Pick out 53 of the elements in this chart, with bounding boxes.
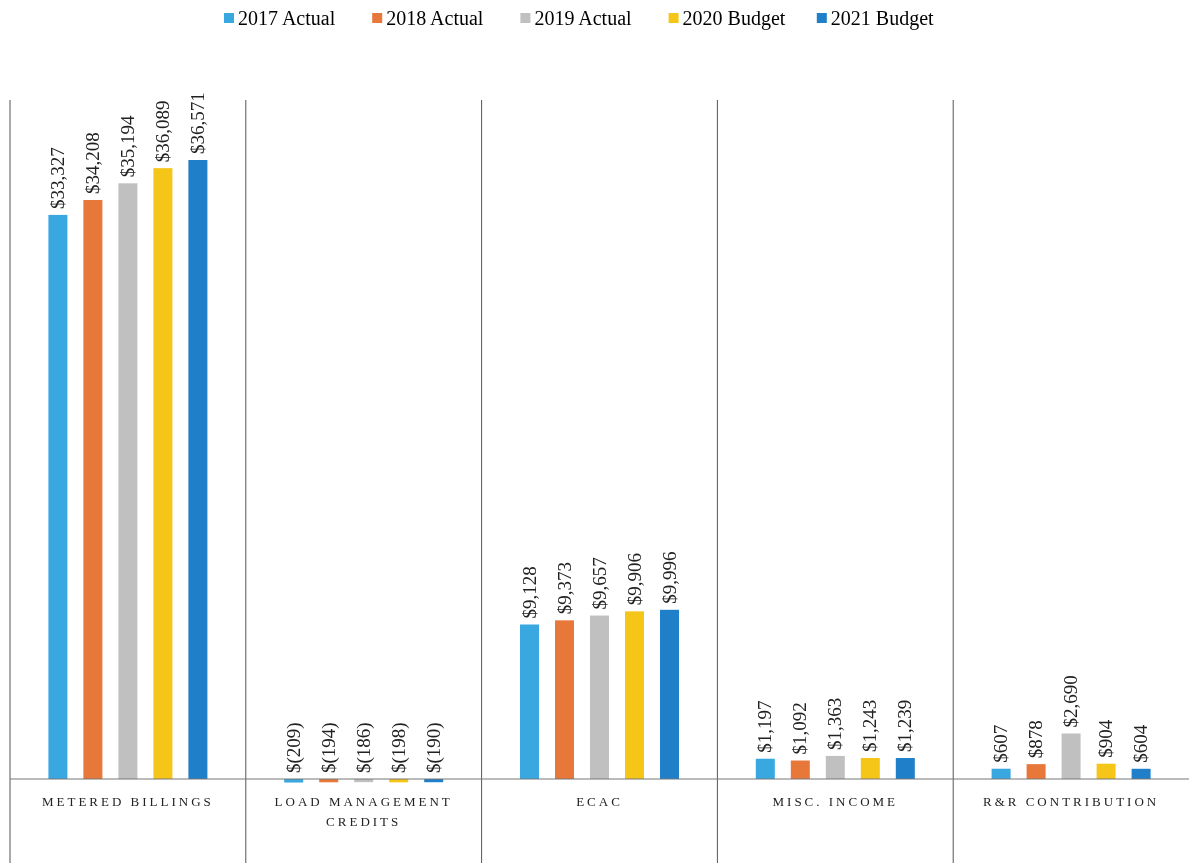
bar (590, 615, 609, 779)
data-label: $(198) (387, 722, 410, 773)
data-label: $(186) (352, 722, 375, 773)
bar (825, 755, 845, 779)
data-label: $1,243 (859, 699, 881, 752)
x-tick-label: R&R CONTRIBUTION (983, 794, 1160, 809)
data-label: $904 (1095, 719, 1117, 758)
legend-label: 2018 Actual (386, 6, 484, 29)
data-label: $9,657 (588, 557, 610, 610)
bar (118, 183, 138, 779)
legend-label: 2021 Budget (830, 6, 935, 30)
bar (755, 758, 775, 779)
bar (555, 620, 574, 779)
data-label: $9,373 (553, 562, 575, 615)
data-label: $9,906 (623, 553, 645, 606)
data-label: $1,092 (789, 702, 811, 755)
data-label: $2,690 (1060, 675, 1082, 728)
x-tick-label: MISC. INCOME (772, 794, 899, 809)
x-tick-label: ECAC (576, 794, 623, 809)
x-tick-label: METERED BILLINGS (41, 794, 214, 809)
data-label: $604 (1130, 724, 1152, 763)
bar (790, 760, 810, 779)
x-tick-label: LOAD MANAGEMENT CREDITS (274, 794, 453, 829)
data-label: $1,239 (894, 699, 916, 753)
data-label: $36,089 (151, 100, 173, 163)
bar (188, 160, 208, 779)
bar (625, 611, 644, 779)
data-label: $878 (1025, 720, 1047, 759)
data-label: $35,194 (116, 115, 138, 178)
bar (520, 624, 539, 779)
legend-label: 2019 Actual (534, 6, 633, 29)
bar (48, 214, 68, 779)
bar (660, 609, 679, 779)
bar (1061, 733, 1081, 779)
data-label: $1,363 (824, 697, 846, 750)
bar (1026, 764, 1046, 779)
data-label: $607 (990, 724, 1012, 763)
bar (153, 168, 173, 779)
data-label: $(209) (282, 722, 305, 773)
data-label: $(194) (317, 722, 340, 773)
data-label: $(190) (422, 722, 445, 773)
bar (83, 200, 103, 779)
legend-label: 2020 Budget (682, 6, 786, 30)
bar (895, 758, 915, 779)
bar (1096, 763, 1116, 779)
data-label: $9,128 (518, 566, 540, 619)
data-label: $33,327 (46, 147, 68, 209)
data-label: $1,197 (754, 700, 776, 753)
bar (860, 757, 880, 779)
data-label: $34,208 (81, 132, 103, 194)
data-label: $9,996 (658, 551, 680, 604)
legend-label: 2017 Actual (238, 6, 336, 29)
data-label: $36,571 (186, 92, 208, 154)
